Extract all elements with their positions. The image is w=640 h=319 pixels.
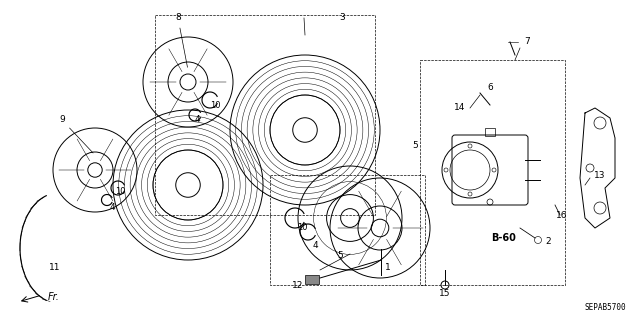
Text: Fr.: Fr.: [48, 292, 60, 302]
Text: 11: 11: [49, 263, 61, 272]
Text: 1: 1: [385, 263, 391, 272]
Bar: [420, 60, 565, 285]
Text: 10: 10: [115, 188, 125, 197]
Bar: [485, 128, 495, 136]
Text: 5: 5: [412, 140, 418, 150]
Text: 9: 9: [59, 115, 93, 153]
Bar: [155, 15, 375, 215]
Text: B-60: B-60: [492, 233, 516, 243]
Text: 2: 2: [545, 238, 551, 247]
Bar: [305, 275, 319, 284]
Text: 10: 10: [210, 100, 220, 109]
Text: 3: 3: [339, 13, 345, 23]
Text: SEPAB5700: SEPAB5700: [584, 303, 626, 313]
Text: 6: 6: [487, 84, 493, 93]
Text: 4: 4: [312, 241, 318, 249]
Text: 10: 10: [297, 224, 307, 233]
Bar: [270, 175, 425, 285]
Text: 7: 7: [524, 38, 530, 47]
Text: 4: 4: [194, 115, 200, 124]
Text: 5: 5: [337, 250, 343, 259]
Text: 8: 8: [175, 13, 188, 67]
Text: 4: 4: [109, 204, 115, 212]
Text: 15: 15: [439, 288, 451, 298]
Text: 12: 12: [292, 280, 304, 290]
Text: 14: 14: [454, 103, 466, 113]
Text: 16: 16: [556, 211, 568, 219]
Text: 13: 13: [595, 170, 605, 180]
